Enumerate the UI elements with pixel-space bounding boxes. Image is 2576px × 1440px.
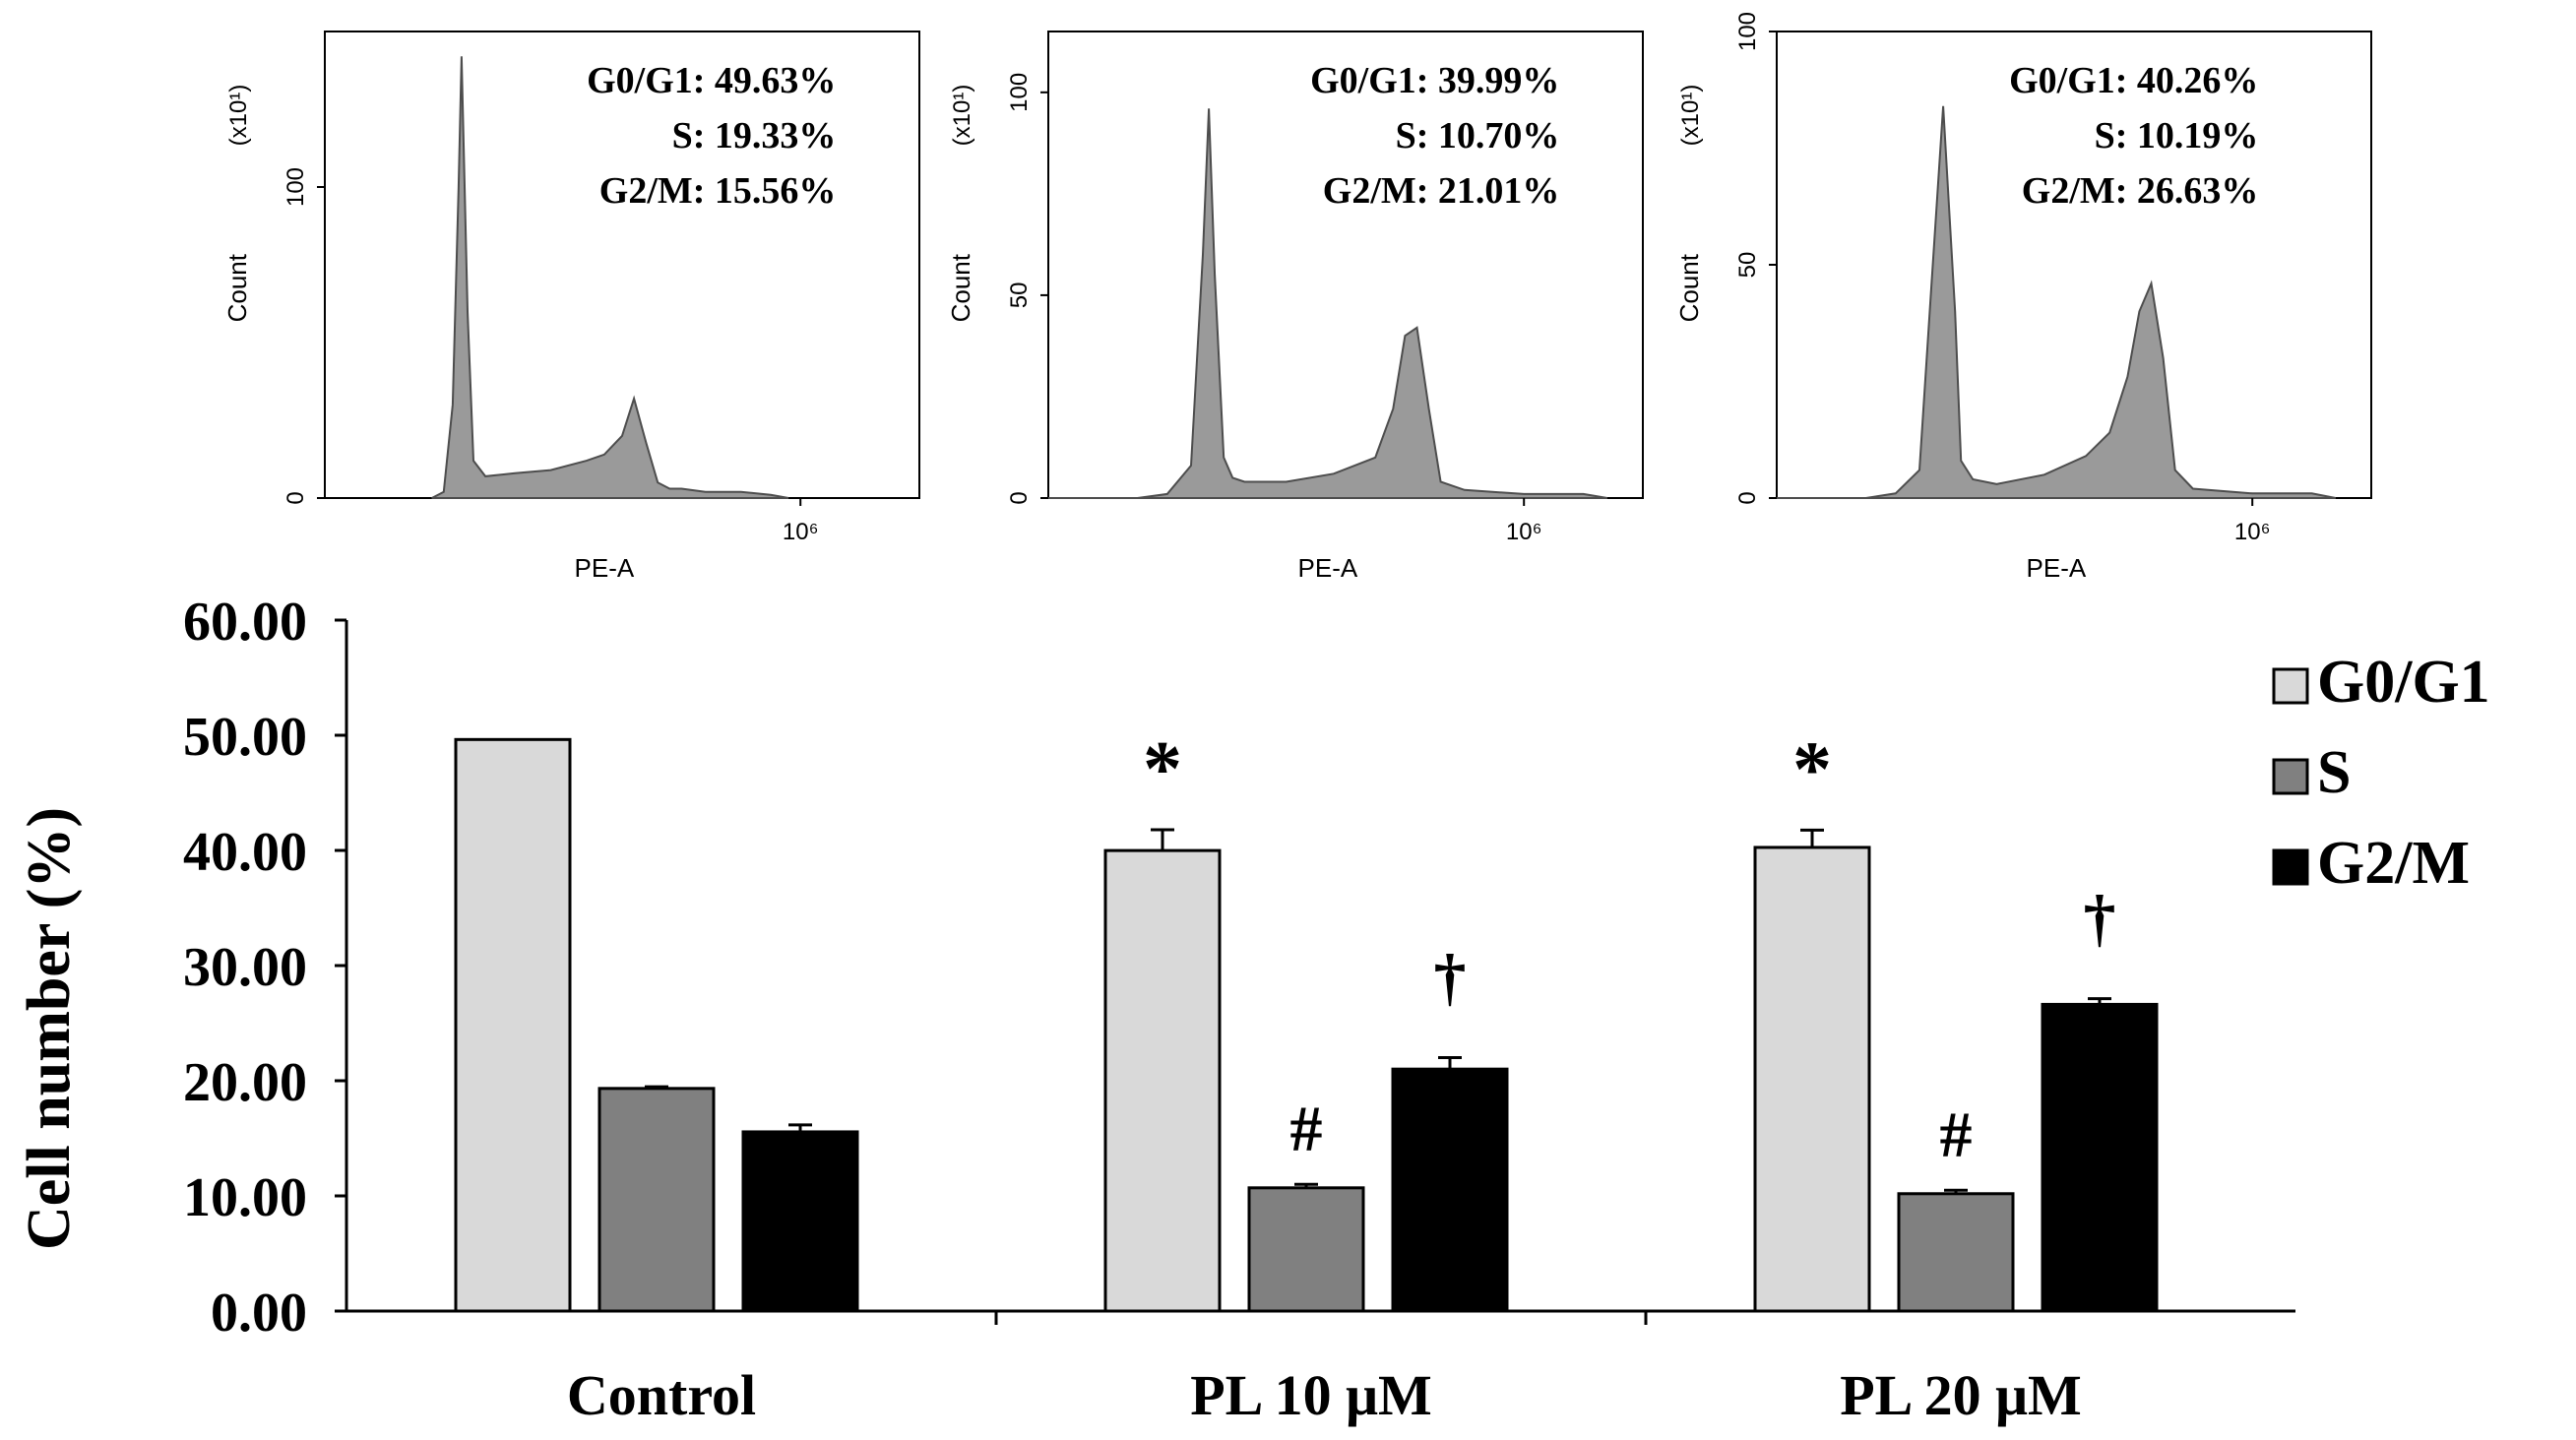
- phase-annotation-line: G2/M: 15.56%: [599, 170, 837, 212]
- bar-g0-g1: [1103, 848, 1222, 1313]
- phase-annotation: G0/G1: 40.26% S: 10.19% G2/M: 26.63%: [2009, 60, 2258, 212]
- y-tick-label: 50: [1006, 282, 1033, 309]
- significance-marker: *: [1143, 726, 1182, 813]
- phase-annotation: G0/G1: 49.63% S: 19.33% G2/M: 15.56%: [587, 60, 836, 212]
- phase-annotation-line: G0/G1: 49.63%: [587, 60, 836, 101]
- legend-label: G2/M: [2317, 830, 2470, 897]
- phase-annotation-line: G2/M: 21.01%: [1323, 170, 1560, 212]
- y-tick-label: 30.00: [183, 937, 307, 998]
- x-tick-label: 10⁶: [783, 519, 819, 545]
- panel-frame: [1047, 31, 1644, 499]
- legend-swatch: [2272, 848, 2309, 886]
- x-tick-label: PL 10 μM: [1190, 1363, 1432, 1427]
- y-tick-label: 0: [1734, 491, 1761, 504]
- phase-annotation-line: G0/G1: 39.99%: [1310, 60, 1559, 101]
- y-tick-label: 50.00: [183, 707, 307, 768]
- histogram-panel-pl10: Count (x10¹) PE-A 10⁶ 0 50 100 G0/G1: 39.9…: [946, 31, 1644, 583]
- bar-s: [1247, 1186, 1365, 1313]
- bar-g0-g1: [454, 737, 572, 1313]
- bar-g0-g1: [1753, 845, 1871, 1313]
- y-tick-label: 100: [283, 167, 309, 207]
- histogram-panel-control: Count (x10¹) PE-A 10⁶ 0 100 G0/G1: 49.63%…: [222, 31, 920, 583]
- x-tick-label: PL 20 μM: [1840, 1363, 2082, 1427]
- y-axis-label: Count: [946, 253, 975, 322]
- x-tick-label: 10⁶: [1506, 519, 1542, 545]
- phase-annotation-line: G2/M: 26.63%: [2022, 170, 2259, 212]
- y-tick-label: 100: [1734, 12, 1761, 51]
- legend-label: S: [2317, 739, 2351, 806]
- significance-marker: †: [2084, 883, 2116, 955]
- y-tick-label: 50: [1734, 252, 1761, 279]
- panel-frame: [1776, 31, 2372, 499]
- y-ticks: 0 50 100: [1734, 12, 1777, 505]
- y-axis-label: Count: [1674, 253, 1704, 322]
- y-tick-label: 40.00: [183, 822, 307, 883]
- bar-chart: Cell number (%) 0.00 10.00 20.00 30.00 40.00…: [16, 592, 2490, 1427]
- phase-annotation-line: S: 10.70%: [1396, 115, 1560, 157]
- x-axis-label: PE-A: [575, 553, 635, 583]
- y-exponent-label: (x10¹): [949, 85, 975, 147]
- histogram-area: [1048, 108, 1607, 499]
- x-ticks: Control PL 10 μM PL 20 μM: [567, 1311, 2082, 1427]
- y-tick-label: 20.00: [183, 1052, 307, 1113]
- histogram-area: [431, 56, 789, 499]
- significance-marker: *: [1792, 726, 1832, 813]
- y-tick-label: 0: [283, 491, 309, 504]
- y-tick-label: 0.00: [211, 1283, 307, 1344]
- bar-g2-m: [2041, 1002, 2159, 1313]
- legend: G0/G1 S G2/M: [2272, 649, 2490, 897]
- legend-label: G0/G1: [2317, 649, 2490, 716]
- histogram-area: [1777, 105, 2336, 499]
- x-tick-label: Control: [567, 1363, 756, 1427]
- y-tick-label: 100: [1006, 73, 1033, 112]
- y-tick-label: 10.00: [183, 1167, 307, 1228]
- y-ticks: 0 50 100: [1006, 73, 1048, 505]
- y-tick-label: 0: [1006, 491, 1033, 504]
- bar-s: [597, 1087, 716, 1313]
- bar-s: [1897, 1192, 2015, 1313]
- significance-marker: #: [1940, 1098, 1973, 1170]
- y-exponent-label: (x10¹): [1677, 85, 1704, 147]
- legend-swatch: [2272, 758, 2309, 795]
- phase-annotation-line: S: 10.19%: [2095, 115, 2259, 157]
- y-ticks: 0.00 10.00 20.00 30.00 40.00 50.00 60.00: [183, 592, 346, 1344]
- bar-g2-m: [1391, 1067, 1509, 1313]
- x-axis-label: PE-A: [2027, 553, 2087, 583]
- y-axis-label: Cell number (%): [16, 807, 83, 1250]
- panel-frame: [324, 31, 920, 499]
- bars: * # † * # †: [454, 726, 2159, 1313]
- x-axis-label: PE-A: [1298, 553, 1358, 583]
- y-tick-label: 60.00: [183, 592, 307, 653]
- bar-g2-m: [741, 1130, 859, 1313]
- phase-annotation-line: S: 19.33%: [672, 115, 837, 157]
- x-tick-label: 10⁶: [2234, 519, 2271, 545]
- y-ticks: 0 100: [283, 167, 325, 505]
- histogram-panel-pl20: Count (x10¹) PE-A 10⁶ 0 50 100 G0/G1: 40.2…: [1674, 12, 2372, 583]
- legend-swatch: [2272, 667, 2309, 705]
- significance-marker: #: [1290, 1093, 1323, 1164]
- y-axis-label: Count: [222, 253, 252, 322]
- significance-marker: †: [1434, 941, 1467, 1013]
- phase-annotation: G0/G1: 39.99% S: 10.70% G2/M: 21.01%: [1310, 60, 1559, 212]
- y-exponent-label: (x10¹): [225, 85, 252, 147]
- phase-annotation-line: G0/G1: 40.26%: [2009, 60, 2258, 101]
